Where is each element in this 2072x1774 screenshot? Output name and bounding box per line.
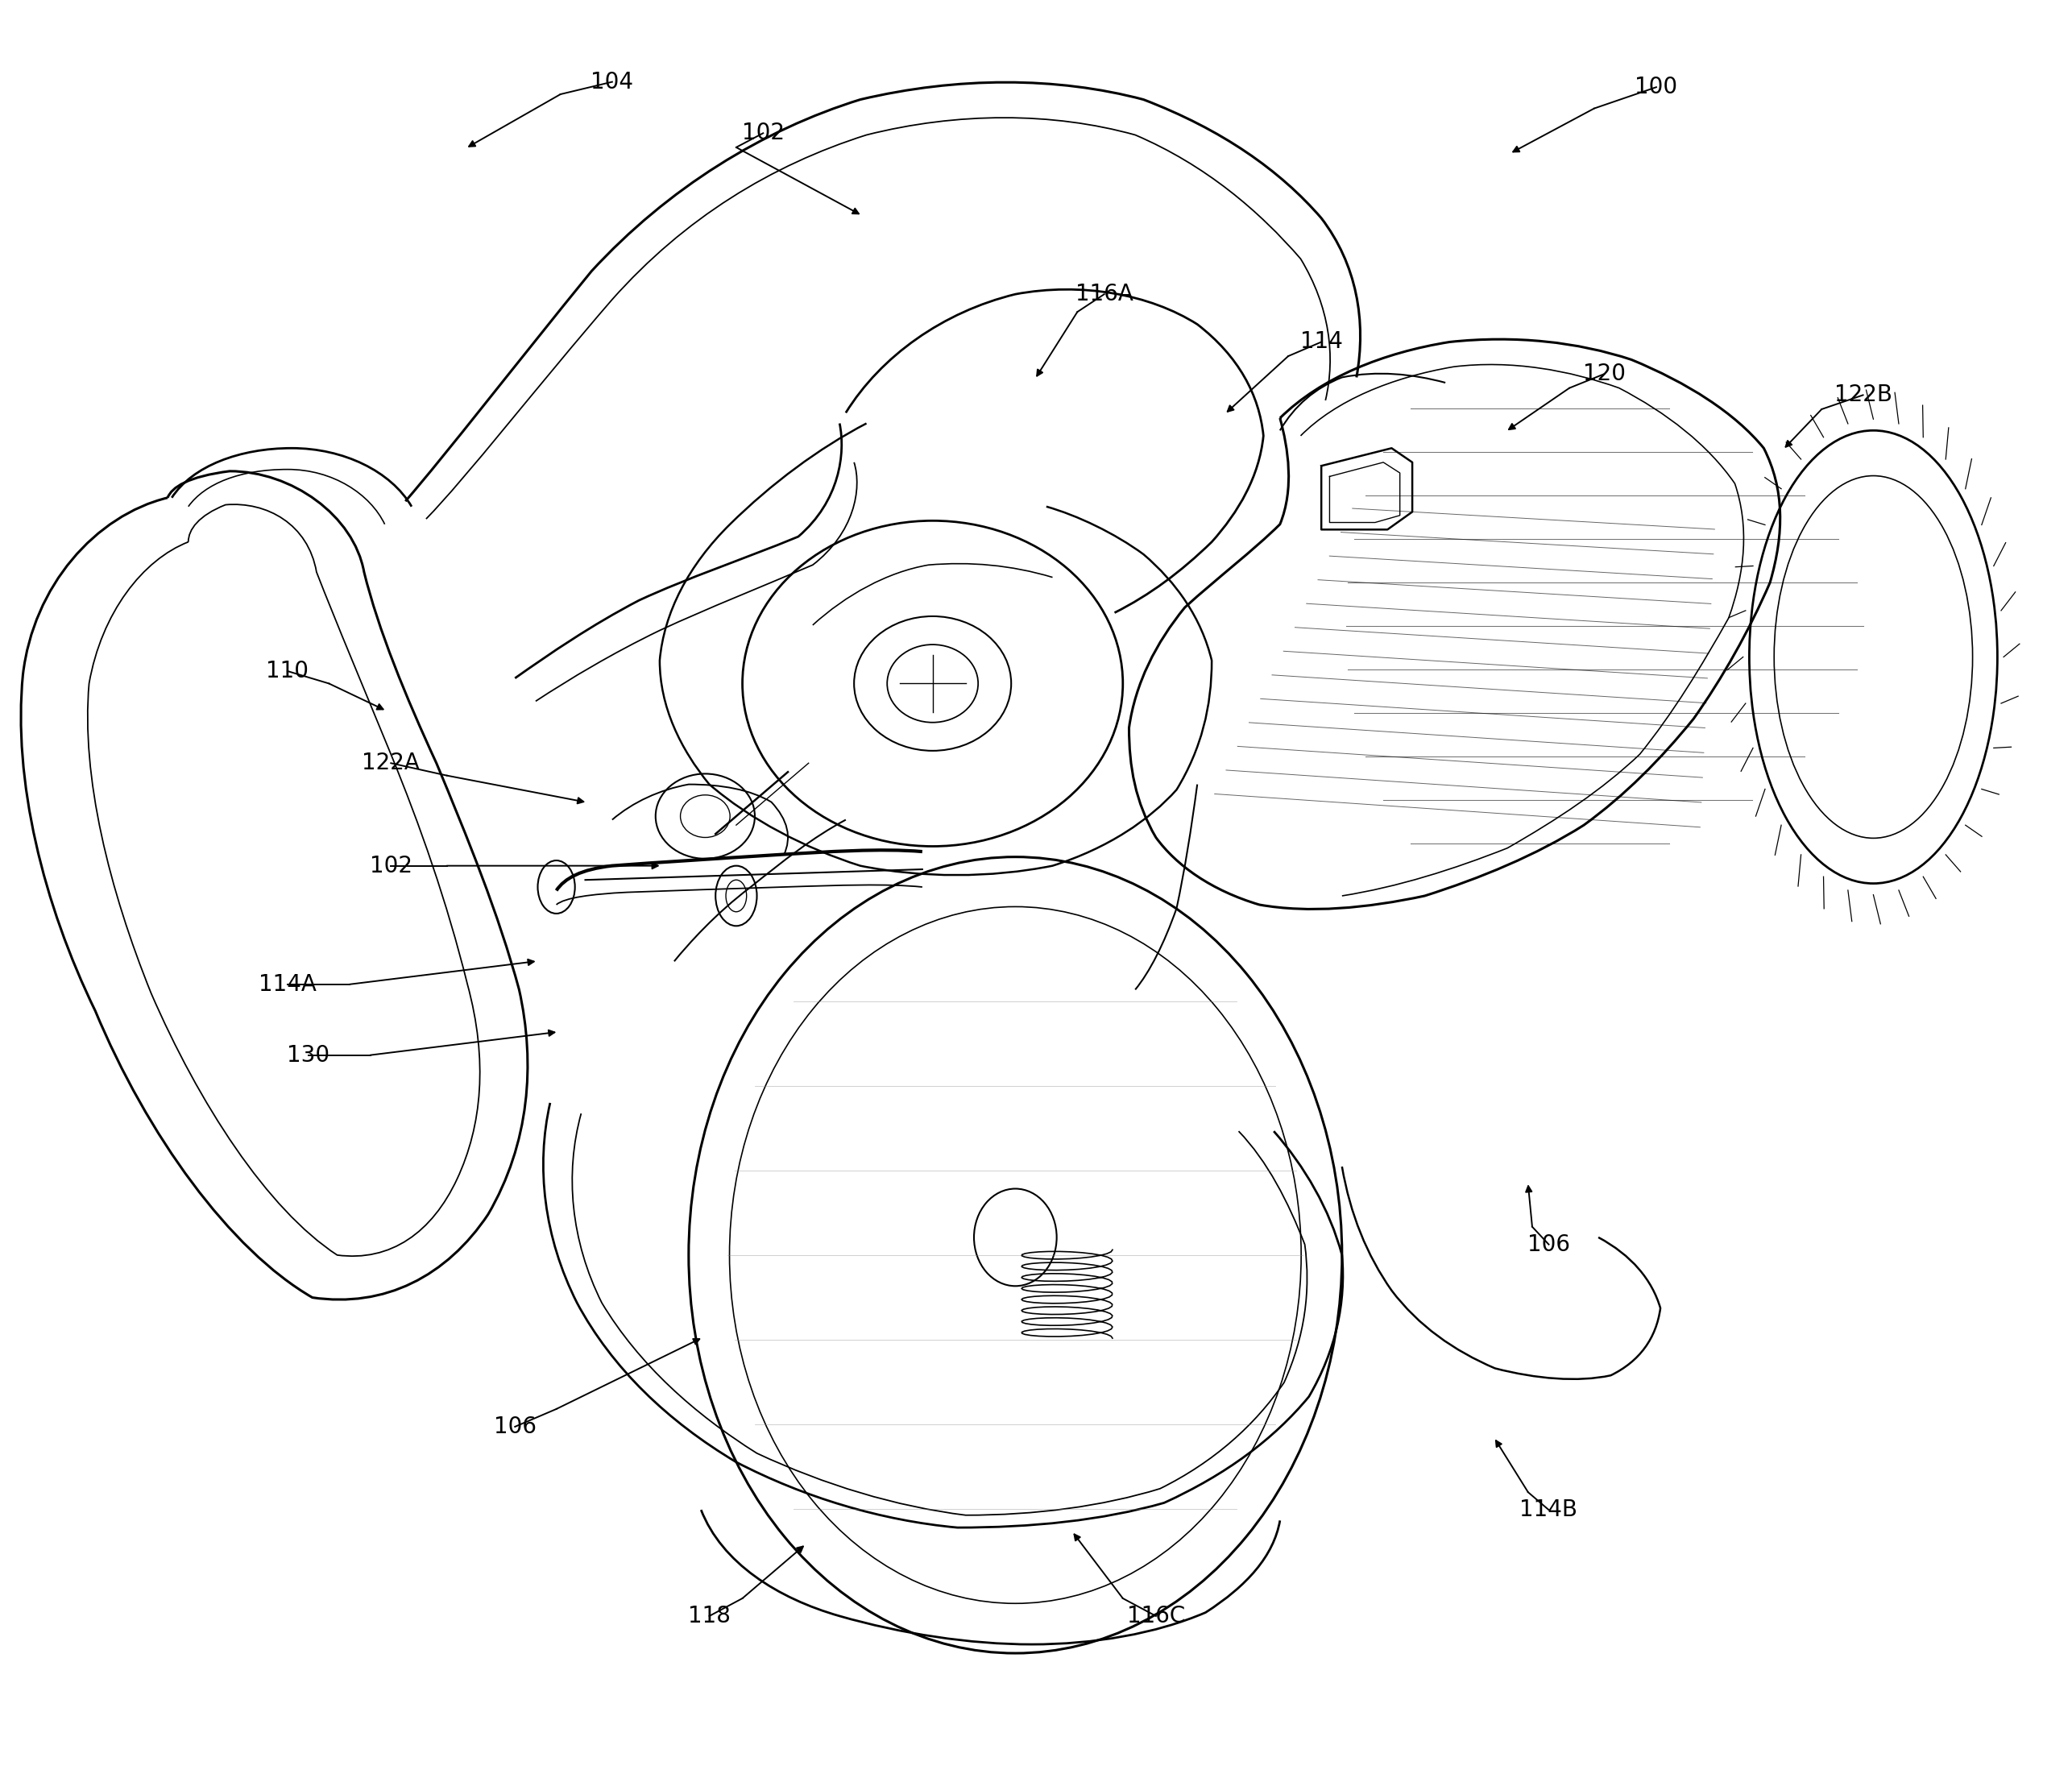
Text: 104: 104	[591, 71, 634, 94]
Text: 100: 100	[1635, 76, 1678, 98]
Text: 110: 110	[265, 660, 309, 683]
Text: 102: 102	[369, 855, 412, 876]
Text: 106: 106	[1527, 1233, 1571, 1256]
Text: 116C: 116C	[1127, 1605, 1185, 1627]
Text: 116A: 116A	[1075, 282, 1133, 305]
Text: 122A: 122A	[363, 752, 421, 775]
Text: 102: 102	[742, 122, 785, 144]
Text: 120: 120	[1583, 362, 1627, 385]
Text: 114B: 114B	[1519, 1499, 1577, 1520]
Text: 114A: 114A	[259, 974, 317, 995]
Text: 118: 118	[688, 1605, 731, 1627]
Text: 114: 114	[1299, 330, 1343, 353]
Text: 106: 106	[493, 1416, 537, 1439]
Text: 130: 130	[286, 1043, 329, 1066]
Text: 122B: 122B	[1834, 383, 1892, 406]
